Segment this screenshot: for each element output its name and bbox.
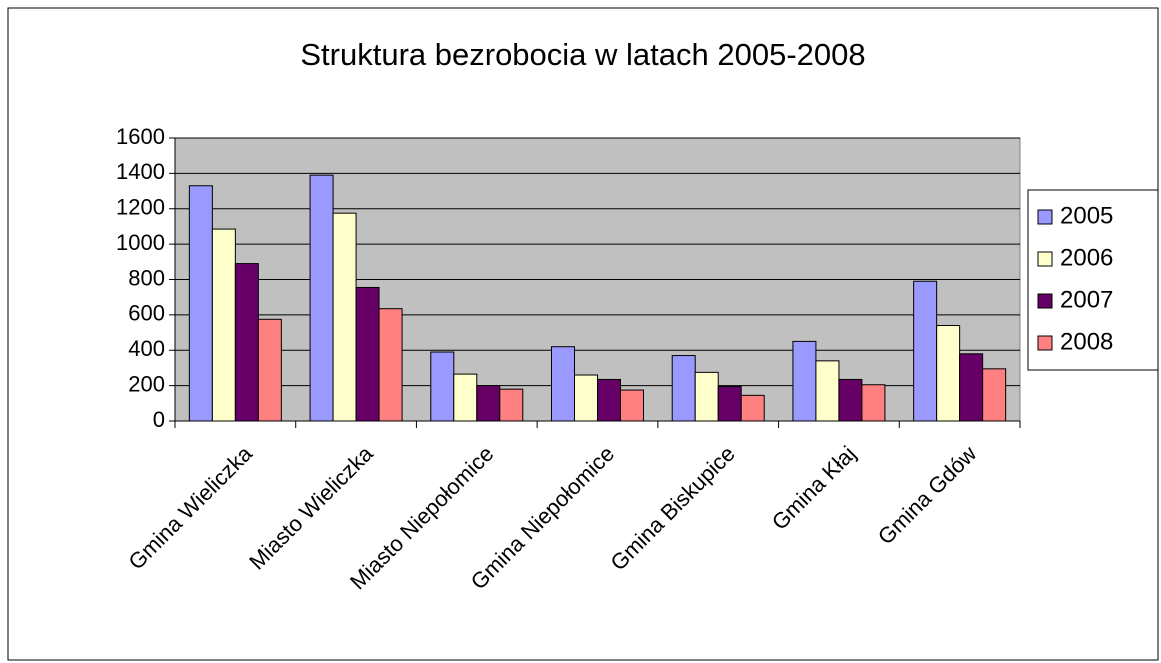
- bar: [574, 374, 598, 422]
- bar: [476, 385, 501, 422]
- bar: [355, 286, 380, 422]
- bar: [499, 388, 524, 422]
- bar: [211, 228, 236, 422]
- bar: [378, 308, 403, 422]
- legend-swatch: [1037, 335, 1053, 351]
- legend-swatch: [1037, 209, 1053, 225]
- y-tick-label: 0: [153, 407, 165, 432]
- bar: [257, 318, 282, 422]
- bar: [188, 185, 213, 422]
- bar: [959, 353, 984, 422]
- bar: [838, 378, 863, 422]
- y-tick-label: 1400: [116, 159, 165, 184]
- y-tick-label: 1000: [116, 230, 165, 255]
- bar: [740, 394, 765, 422]
- bar: [717, 386, 742, 422]
- bar: [234, 263, 259, 422]
- bar: [936, 324, 961, 422]
- legend-label: 2008: [1060, 328, 1113, 355]
- bar: [671, 355, 696, 422]
- legend-label: 2005: [1060, 202, 1113, 229]
- bar: [792, 340, 817, 422]
- bar: [815, 360, 840, 422]
- bar: [694, 371, 719, 422]
- bar: [309, 174, 334, 422]
- bar: [597, 378, 621, 422]
- y-tick-label: 400: [128, 336, 165, 361]
- legend-label: 2006: [1060, 244, 1113, 271]
- legend-label: 2007: [1060, 286, 1113, 313]
- bar: [551, 346, 575, 422]
- bar: [861, 384, 886, 422]
- bar: [913, 280, 938, 422]
- bar: [430, 351, 455, 422]
- legend-swatch: [1037, 251, 1053, 267]
- chart-title: Struktura bezrobocia w latach 2005-2008: [300, 37, 865, 72]
- bar: [332, 212, 357, 422]
- legend-swatch: [1037, 293, 1053, 309]
- y-tick-label: 800: [128, 265, 165, 290]
- bar: [982, 368, 1007, 422]
- y-tick-label: 1200: [116, 195, 165, 220]
- bar: [620, 389, 644, 422]
- y-tick-label: 600: [128, 301, 165, 326]
- y-tick-label: 1600: [116, 124, 165, 149]
- bar: [453, 373, 478, 422]
- y-tick-label: 200: [128, 371, 165, 396]
